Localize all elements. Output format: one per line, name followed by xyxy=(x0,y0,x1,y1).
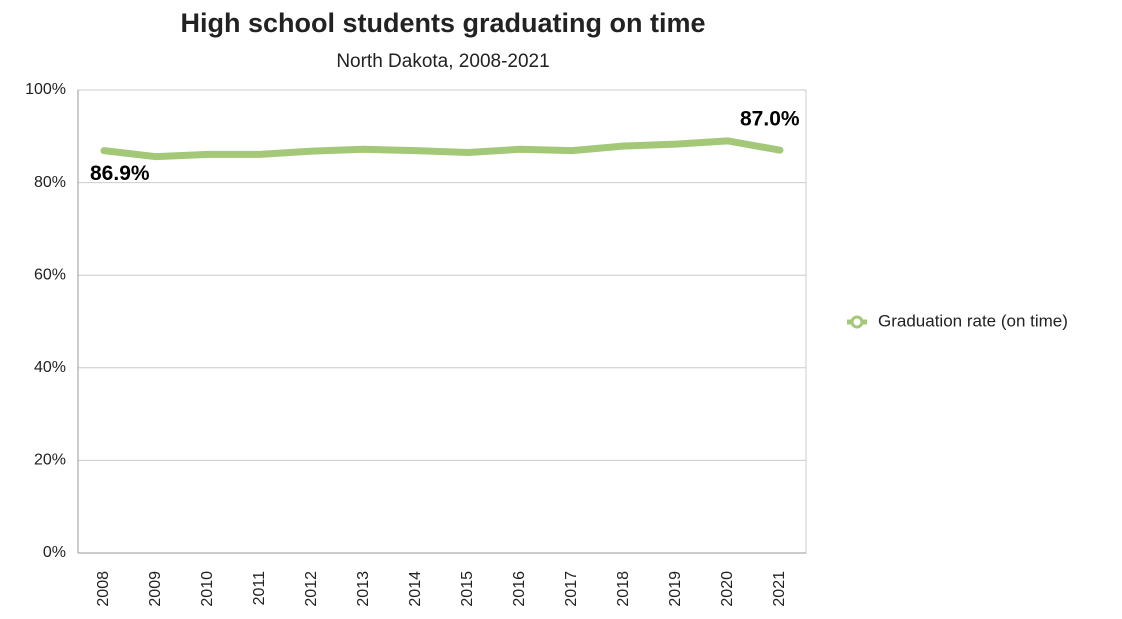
x-tick-label: 2016 xyxy=(511,571,528,607)
y-tick-label: 40% xyxy=(34,359,66,376)
legend-marker xyxy=(850,315,864,329)
x-tick-label: 2019 xyxy=(667,571,684,607)
x-tick-label: 2017 xyxy=(563,571,580,607)
x-tick-label: 2021 xyxy=(771,571,788,607)
plot-area xyxy=(77,89,807,554)
x-tick-label: 2012 xyxy=(303,571,320,607)
x-tick-label: 2011 xyxy=(251,571,268,606)
data-label: 87.0% xyxy=(740,108,800,131)
x-tick-label: 2008 xyxy=(95,571,112,607)
chart-subtitle: North Dakota, 2008-2021 xyxy=(336,51,549,72)
series-line xyxy=(100,137,784,161)
x-tick-label: 2009 xyxy=(147,571,164,607)
x-tick-label: 2014 xyxy=(407,571,424,607)
chart-title: High school students graduating on time xyxy=(180,8,705,38)
x-tick-label: 2013 xyxy=(355,571,372,607)
y-tick-label: 80% xyxy=(34,174,66,191)
y-tick-label: 60% xyxy=(34,266,66,283)
legend-label: Graduation rate (on time) xyxy=(878,311,1068,330)
y-tick-label: 100% xyxy=(25,81,66,98)
y-tick-label: 20% xyxy=(34,452,66,469)
x-tick-label: 2010 xyxy=(199,571,216,607)
y-tick-label: 0% xyxy=(43,544,66,561)
x-tick-label: 2018 xyxy=(615,571,632,607)
data-label: 86.9% xyxy=(90,162,150,185)
x-tick-label: 2015 xyxy=(459,571,476,607)
x-tick-label: 2020 xyxy=(719,571,736,607)
